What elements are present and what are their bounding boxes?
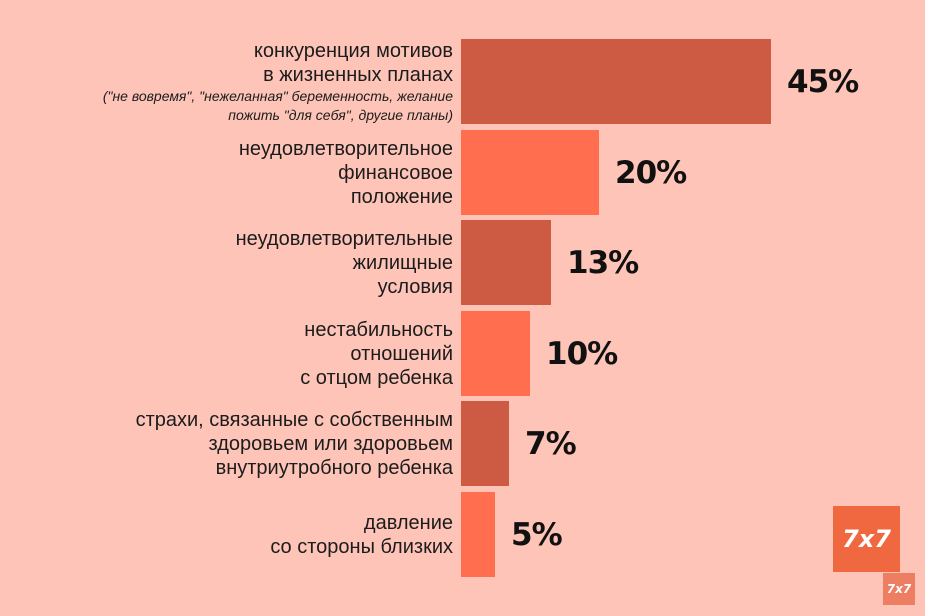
category-label-line: жилищные bbox=[352, 251, 453, 274]
bar bbox=[461, 220, 551, 305]
value-label: 10% bbox=[546, 335, 618, 372]
bar bbox=[461, 130, 599, 215]
category-label-line: нестабильность bbox=[304, 318, 453, 341]
bar-row: страхи, связанные с собственным здоровьем… bbox=[0, 401, 925, 486]
category-label-line: страхи, связанные с собственным bbox=[135, 408, 453, 431]
bar-row: нестабильность отношений с отцом ребенка 10… bbox=[0, 311, 925, 396]
category-label-line: давление bbox=[363, 511, 453, 534]
category-label: неудовлетворительное финансовое положение bbox=[239, 130, 453, 215]
category-label-line: конкуренция мотивов bbox=[253, 39, 453, 62]
category-sublabel-line: пожить "для себя", другие планы) bbox=[228, 106, 453, 123]
value-label: 20% bbox=[615, 154, 687, 191]
category-sublabel-line: ("не вовремя", "нежеланная" беременность… bbox=[102, 87, 453, 104]
bar-row: давление со стороны близких 5% bbox=[0, 492, 925, 577]
category-label-line: неудовлетворительные bbox=[235, 227, 453, 250]
bar bbox=[461, 311, 530, 396]
logo-7x7: 7x7 bbox=[833, 506, 900, 572]
logo-7x7-small: 7x7 bbox=[883, 573, 915, 605]
value-label: 7% bbox=[525, 425, 577, 462]
bar bbox=[461, 492, 495, 577]
category-label-line: отношений bbox=[350, 342, 453, 365]
category-label-line: неудовлетворительное bbox=[238, 137, 453, 160]
category-label-line: со стороны близких bbox=[270, 535, 453, 558]
bar bbox=[461, 39, 771, 124]
bar-row: неудовлетворительное финансовое положение 2… bbox=[0, 130, 925, 215]
category-label-line: в жизненных планах bbox=[263, 63, 453, 86]
value-label: 45% bbox=[787, 63, 859, 100]
category-label: страхи, связанные с собственным здоровьем… bbox=[136, 401, 453, 486]
bar bbox=[461, 401, 509, 486]
category-label-line: положение bbox=[350, 185, 453, 208]
category-label: давление со стороны близких bbox=[270, 492, 453, 577]
value-label: 13% bbox=[567, 244, 639, 281]
category-label-line: здоровьем или здоровьем bbox=[208, 432, 453, 455]
category-label: неудовлетворительные жилищные условия bbox=[236, 220, 453, 305]
category-label: нестабильность отношений с отцом ребенка bbox=[300, 311, 453, 396]
category-label-line: внутриутробного ребенка bbox=[215, 456, 453, 479]
bar-row: конкуренция мотивов в жизненных планах ("н… bbox=[0, 39, 925, 124]
category-label-line: условия bbox=[377, 275, 453, 298]
category-label-line: с отцом ребенка bbox=[300, 366, 453, 389]
value-label: 5% bbox=[511, 516, 563, 553]
bar-row: неудовлетворительные жилищные условия 13% bbox=[0, 220, 925, 305]
category-label-line: финансовое bbox=[338, 161, 453, 184]
category-label: конкуренция мотивов в жизненных планах ("н… bbox=[103, 39, 453, 124]
